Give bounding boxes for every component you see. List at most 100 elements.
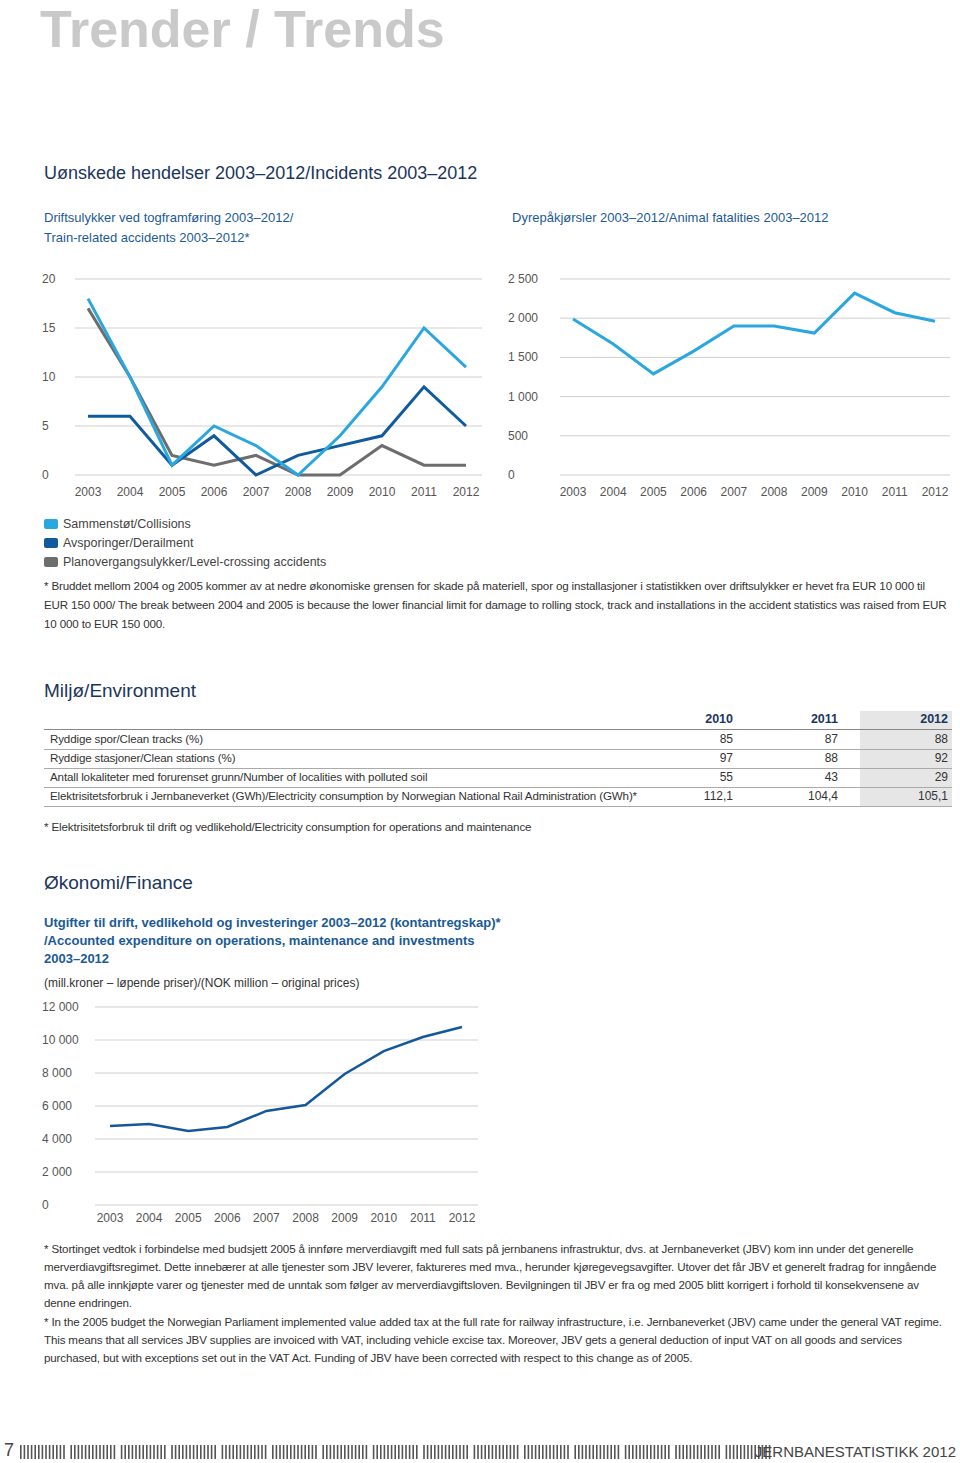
y-tick-label: 10 000: [42, 1033, 79, 1047]
x-tick-label: 2012: [922, 485, 949, 499]
footer-bar: [646, 1445, 648, 1459]
table-rule: [44, 729, 952, 730]
y-tick-label: 8 000: [42, 1066, 72, 1080]
footer-bar: [243, 1445, 245, 1459]
footer-bar: [322, 1445, 324, 1459]
footer-bar: [513, 1445, 515, 1459]
chart-0: 0510152020032004200520062007200820092010…: [0, 260, 490, 505]
footnotes: * Stortinget vedtok i forbindelse med bu…: [44, 1240, 949, 1368]
table-cell: 43: [782, 770, 838, 784]
x-tick-label: 2011: [411, 485, 437, 499]
page-title: Trender / Trends: [40, 0, 445, 58]
footer-bar: [258, 1445, 260, 1459]
footer-bar: [42, 1445, 44, 1459]
footer-bar: [308, 1445, 310, 1459]
table-cell: 88: [782, 751, 838, 765]
x-tick-label: 2005: [175, 1211, 202, 1225]
footer-bar: [502, 1445, 504, 1459]
x-tick-label: 2012: [449, 1211, 476, 1225]
footer-bar: [193, 1445, 195, 1459]
footer-bar: [682, 1445, 684, 1459]
grid-line: [75, 426, 482, 427]
publication-name: JERNBANESTATISTIKK 2012: [700, 1443, 956, 1460]
footer-bar: [391, 1445, 393, 1459]
footer-bar: [279, 1445, 281, 1459]
grid-line: [560, 435, 950, 436]
footer-bar: [297, 1445, 299, 1459]
footer-bar: [358, 1445, 360, 1459]
footer-bar: [582, 1445, 584, 1459]
grid-line: [75, 279, 482, 280]
footer-bar: [394, 1445, 396, 1459]
x-tick-label: 2007: [243, 485, 270, 499]
footer-bar: [423, 1445, 425, 1459]
grid-line: [95, 1007, 478, 1008]
footer-bar: [729, 1445, 731, 1459]
table-rule: [44, 787, 952, 788]
footer-bar: [283, 1445, 285, 1459]
footer-bar: [232, 1445, 234, 1459]
y-tick-label: 20: [42, 272, 56, 286]
footer-bar: [124, 1445, 126, 1459]
footer-bar: [132, 1445, 134, 1459]
footer-bar: [610, 1445, 612, 1459]
data-line: [88, 308, 466, 475]
plot-area: [88, 299, 466, 475]
footer-bar: [600, 1445, 602, 1459]
footer-bar: [304, 1445, 306, 1459]
y-tick-label: 2 000: [42, 1165, 72, 1179]
footer-bar: [546, 1445, 548, 1459]
table-cell: 88: [892, 732, 948, 746]
footer-bar: [704, 1445, 706, 1459]
footer-bar: [99, 1445, 101, 1459]
table-rule: [44, 768, 952, 769]
footer-bar: [171, 1445, 173, 1459]
footer-bar: [178, 1445, 180, 1459]
footer-bar: [376, 1445, 378, 1459]
x-tick-label: 2006: [680, 485, 707, 499]
footer-bar: [733, 1445, 735, 1459]
footer-bar: [142, 1445, 144, 1459]
footer-bar: [628, 1445, 630, 1459]
footer-bar: [434, 1445, 436, 1459]
row-label: Ryddige stasjoner/Clean stations (%): [50, 751, 235, 764]
footer-bar: [751, 1445, 753, 1459]
x-tick-label: 2010: [369, 485, 396, 499]
footer-bar: [477, 1445, 479, 1459]
footer-bar: [229, 1445, 231, 1459]
column-header: 2012: [892, 712, 948, 726]
legend-label: Planovergangsulykker/Level-crossing acci…: [63, 555, 326, 569]
footer-bar: [146, 1445, 148, 1459]
footer-bar: [121, 1445, 123, 1459]
footer-bar: [553, 1445, 555, 1459]
footer-bar: [736, 1445, 738, 1459]
footer-decoration: [20, 1445, 780, 1461]
plot-area: [573, 293, 935, 374]
footer-bar: [355, 1445, 357, 1459]
footer-bar: [654, 1445, 656, 1459]
table-cell: 92: [892, 751, 948, 765]
footer-bar: [236, 1445, 238, 1459]
y-tick-label: 1 000: [508, 390, 538, 404]
x-tick-label: 2009: [327, 485, 354, 499]
footer-bar: [463, 1445, 465, 1459]
chart-title: Dyrepåkjørsler 2003–2012/Animal fataliti…: [512, 208, 829, 228]
footer-bar: [747, 1445, 749, 1459]
footer-bar: [474, 1445, 476, 1459]
footer-bar: [326, 1445, 328, 1459]
grid-line: [560, 396, 950, 397]
y-tick-label: 0: [508, 468, 515, 482]
footer-bar: [240, 1445, 242, 1459]
footer-bar: [20, 1445, 22, 1459]
footer-bar: [596, 1445, 598, 1459]
footer-bar: [196, 1445, 198, 1459]
grid-line: [560, 357, 950, 358]
footer-bar: [693, 1445, 695, 1459]
footer-bar: [348, 1445, 350, 1459]
footer-bar: [337, 1445, 339, 1459]
grid-line: [75, 475, 482, 476]
footer-bar: [128, 1445, 130, 1459]
footer-bar: [416, 1445, 418, 1459]
footer-bar: [495, 1445, 497, 1459]
footer-bar: [49, 1445, 51, 1459]
